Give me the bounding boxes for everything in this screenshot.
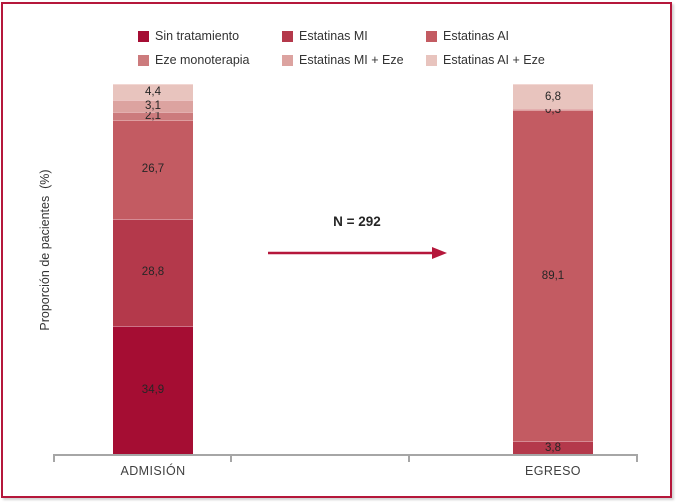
x-axis-tick (53, 454, 55, 462)
legend-item: Estatinas AI (426, 29, 570, 43)
bar-segment (513, 109, 593, 111)
legend-swatch-icon (426, 30, 437, 42)
legend-label: Estatinas AI (443, 29, 510, 43)
bar-segment (113, 119, 193, 219)
bar-segment (113, 84, 193, 101)
legend-item: Estatinas MI (282, 29, 426, 43)
x-axis-tick (408, 454, 410, 462)
category-label-admision: ADMISIÓN (120, 464, 186, 478)
legend-swatch-icon (138, 30, 149, 42)
bar-segment (113, 100, 193, 112)
bar-segment (513, 110, 593, 441)
segment-value-label: 89,1 (541, 269, 565, 282)
legend-swatch-icon (282, 54, 293, 66)
legend-label: Sin tratamiento (155, 29, 240, 43)
legend-label: Estatinas MI + Eze (299, 53, 404, 67)
legend-label: Estatinas MI (299, 29, 368, 43)
legend-swatch-icon (282, 30, 293, 42)
legend-row-2: Eze monoterapia Estatinas MI + Eze Estatin… (138, 53, 570, 67)
n-annotation: N = 292 (333, 214, 381, 229)
segment-value-label: 28,8 (141, 266, 165, 279)
bar-segment (113, 218, 193, 326)
segment-value-label: 3,1 (145, 100, 161, 113)
stacked-bar: 3,8 89,1 0,3 6,8 (513, 84, 593, 455)
legend-item: Eze monoterapia (138, 53, 282, 67)
segment-value-label: 6,8 (545, 90, 561, 103)
transition-arrow-icon (268, 247, 447, 259)
x-axis-line (53, 454, 638, 456)
segment-value-label: 34,9 (141, 384, 165, 397)
x-axis-tick (230, 454, 232, 462)
stacked-bar: 34,9 28,8 26,7 2,1 3,1 4,4 (113, 84, 193, 455)
legend-item: Estatinas MI + Eze (282, 53, 426, 67)
bar-segment (513, 440, 593, 455)
legend-label: Estatinas AI + Eze (443, 53, 545, 67)
segment-value-label: 3,8 (545, 441, 561, 454)
legend-swatch-icon (138, 54, 149, 66)
legend-row-1: Sin tratamiento Estatinas MI Estatinas AI (138, 29, 570, 43)
legend-item: Sin tratamiento (138, 29, 282, 43)
segment-value-label: 4,4 (145, 86, 161, 99)
legend-swatch-icon (426, 54, 437, 66)
legend-label: Eze monoterapia (155, 53, 250, 67)
bar-segment (113, 111, 193, 120)
legend-item: Estatinas AI + Eze (426, 53, 570, 67)
bar-segment (113, 325, 193, 455)
x-axis-tick (636, 454, 638, 462)
bar-segment (513, 84, 593, 110)
category-label-egreso: EGRESO (525, 464, 581, 478)
segment-value-label: 2,1 (145, 109, 161, 122)
segment-value-label: 26,7 (141, 163, 165, 176)
